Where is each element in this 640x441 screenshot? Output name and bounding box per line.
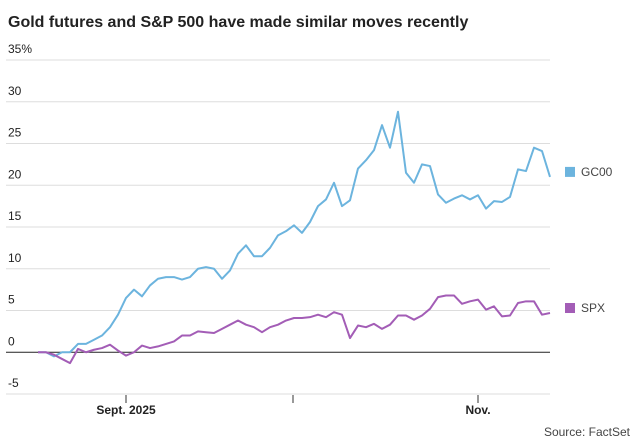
legend-swatch — [565, 166, 575, 177]
y-tick-label: 0 — [8, 334, 15, 348]
legend-label: GC00 — [581, 165, 613, 179]
y-tick-label: 30 — [8, 84, 22, 98]
line — [38, 294, 551, 365]
source: Source: FactSet — [544, 425, 631, 439]
y-tick-label: 5 — [8, 293, 15, 307]
y-tick-label: 25 — [8, 126, 22, 140]
x-tick-label: Sept. 2025 — [96, 403, 156, 417]
chart-title: Gold futures and S&P 500 have made simil… — [8, 14, 468, 31]
y-tick-label: -5 — [8, 376, 19, 390]
x-tick-label: Nov. — [465, 403, 490, 417]
legend-swatch — [565, 303, 575, 314]
y-tick-label: 10 — [8, 251, 22, 265]
y-tick-label: 15 — [8, 209, 22, 223]
y-tick-label: 35% — [8, 42, 32, 56]
y-tick-label: 20 — [8, 167, 22, 181]
legend-label: SPX — [581, 301, 605, 315]
line — [38, 110, 551, 358]
